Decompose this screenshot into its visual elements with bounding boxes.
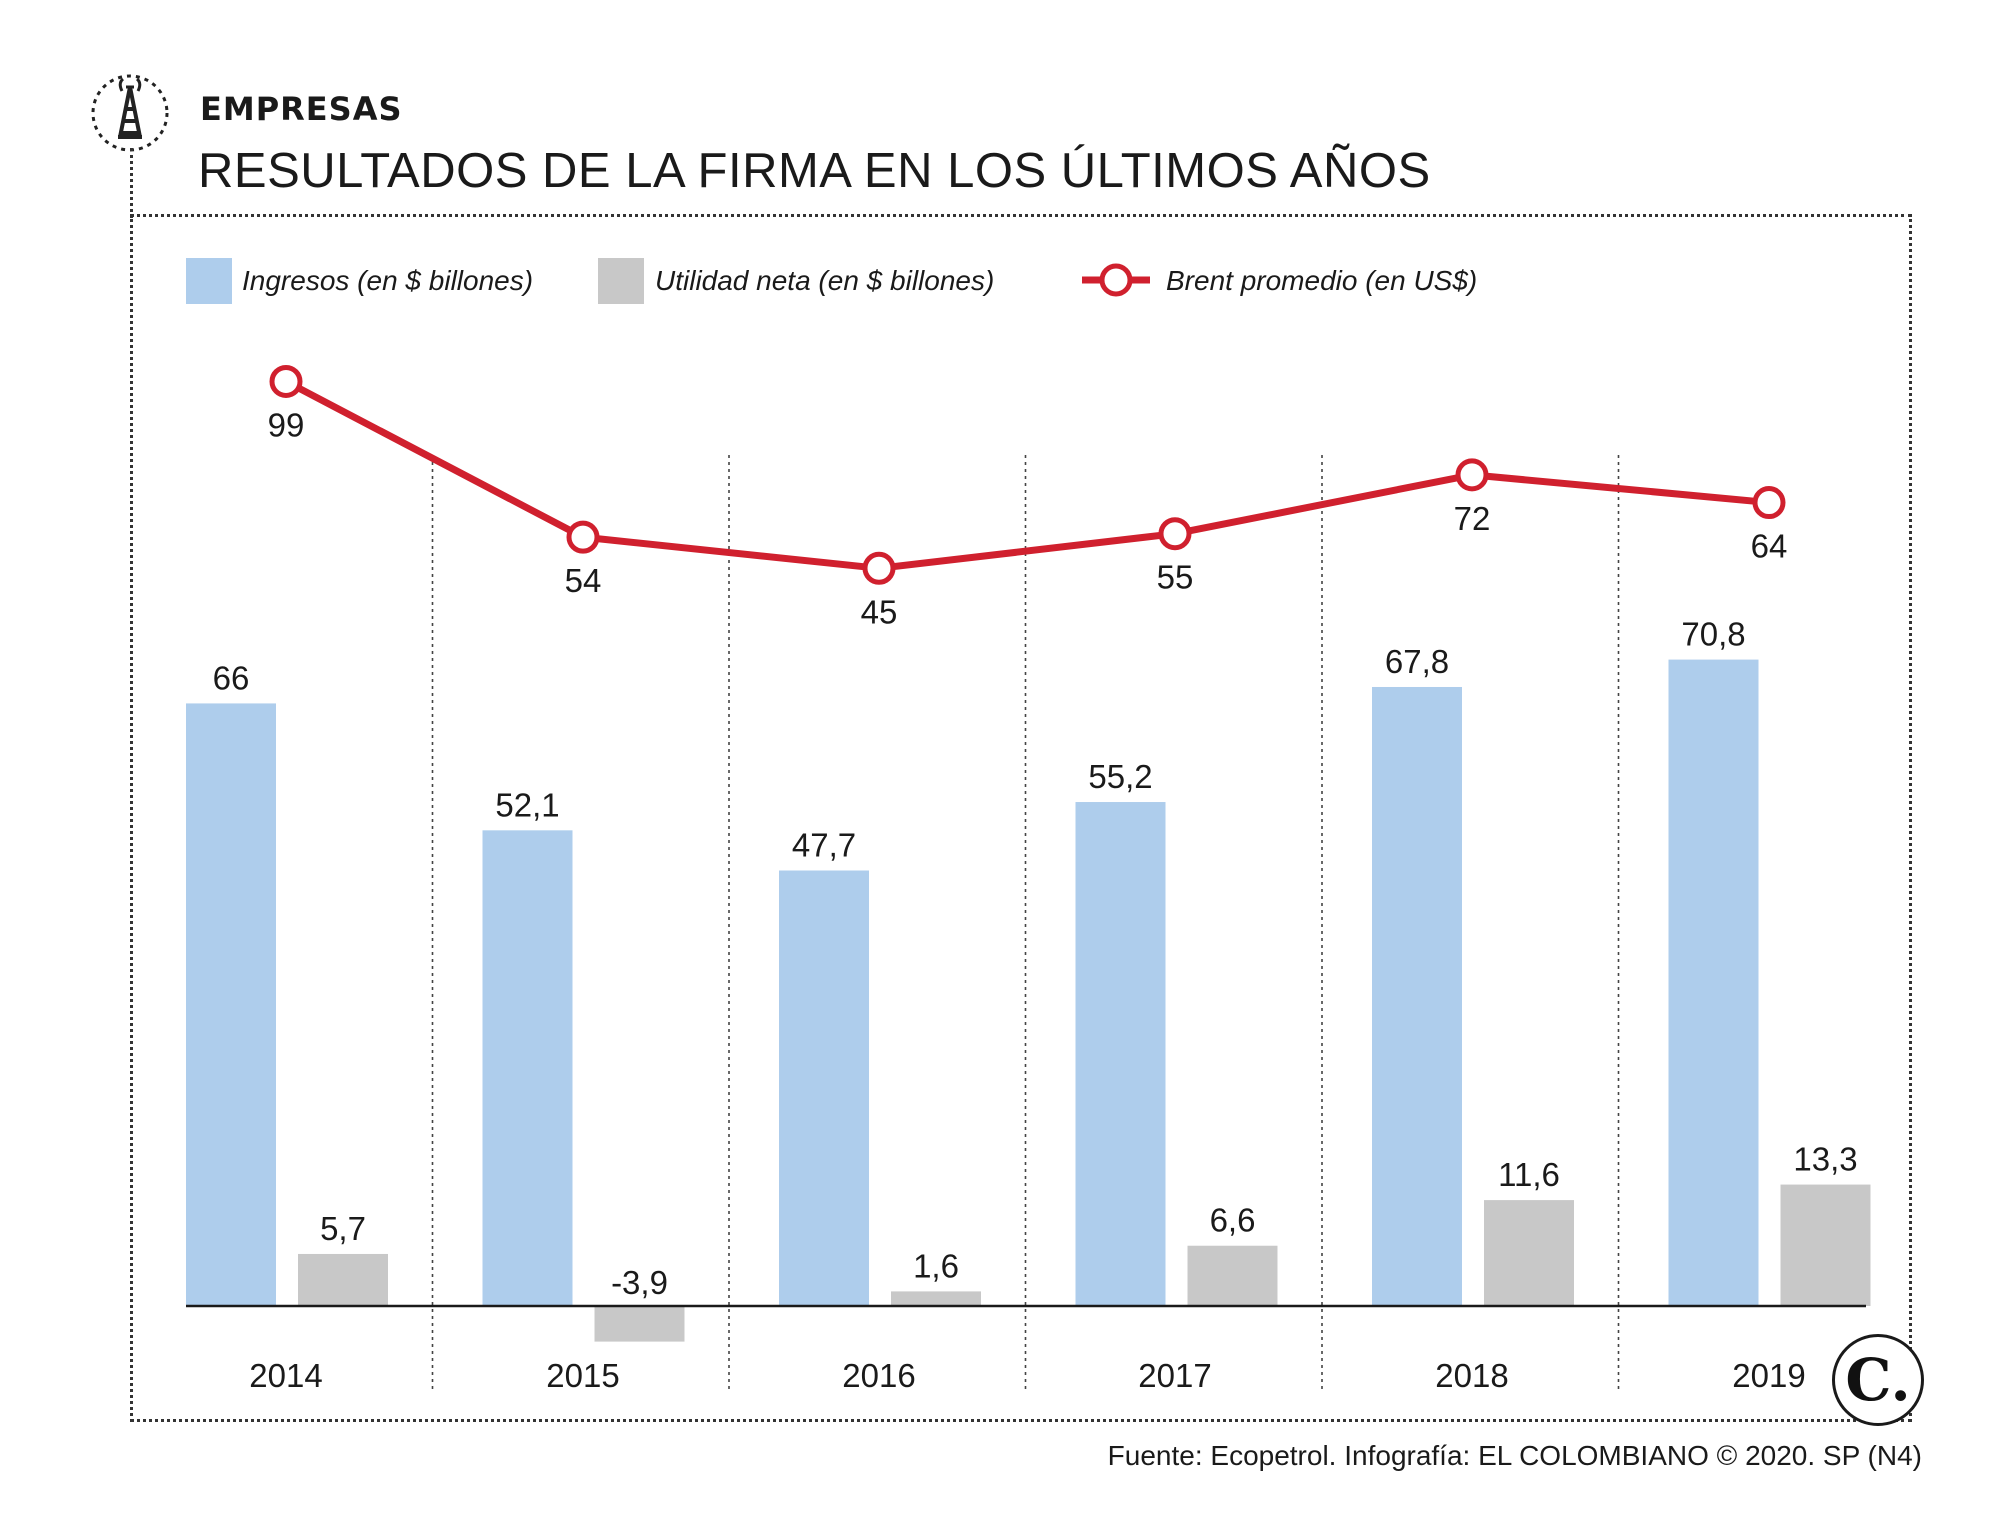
x-tick-label: 2015 [546,1357,619,1394]
brent-point [862,551,896,585]
x-tick-label: 2016 [842,1357,915,1394]
label-brent: 64 [1751,528,1788,565]
bar-utilidad [1484,1200,1574,1306]
section-label: EMPRESAS [200,90,403,128]
brent-point [1455,458,1489,492]
label-ingresos: 55,2 [1088,758,1152,795]
brent-point [269,364,303,398]
bars-layer [186,659,1871,1342]
bar-ingresos [1668,659,1759,1306]
legend-brent-marker [1099,263,1133,297]
chart-title: RESULTADOS DE LA FIRMA EN LOS ÚLTIMOS AÑ… [198,144,1431,198]
label-brent: 55 [1157,559,1194,596]
bar-utilidad [891,1291,981,1306]
x-tick-label: 2014 [249,1357,322,1394]
x-tick-label: 2018 [1435,1357,1508,1394]
label-ingresos: 52,1 [495,786,559,823]
brent-point [566,520,600,554]
bar-ingresos [1372,686,1462,1306]
bar-ingresos [1075,802,1166,1306]
label-utilidad: 5,7 [320,1210,366,1247]
legend-ingresos-swatch [186,258,232,304]
legend-ingresos-label: Ingresos (en $ billones) [242,265,533,296]
connector-line [130,148,133,218]
oil-derrick-icon [91,74,169,152]
x-tick-label: 2019 [1732,1357,1805,1394]
legend: Ingresos (en $ billones) Utilidad neta (… [186,258,1477,304]
bar-utilidad [1780,1184,1871,1306]
bar-utilidad [594,1306,685,1342]
label-utilidad: 11,6 [1498,1156,1560,1193]
label-ingresos: 66 [213,659,250,696]
label-utilidad: 13,3 [1793,1141,1857,1178]
bar-ingresos [186,703,276,1306]
legend-utilidad-swatch [598,258,644,304]
label-utilidad: 1,6 [913,1247,959,1284]
brent-line-layer [269,364,1786,585]
brent-point [1752,486,1786,520]
el-colombiano-logo: C. [1832,1334,1924,1426]
label-utilidad: 6,6 [1210,1202,1256,1239]
label-brent: 45 [861,593,898,630]
legend-brent-label: Brent promedio (en US$) [1166,265,1477,296]
bar-utilidad [298,1253,388,1306]
bar-ingresos [482,830,573,1306]
label-brent: 72 [1454,500,1491,537]
label-ingresos: 47,7 [792,826,856,863]
label-ingresos: 70,8 [1681,616,1745,653]
chart-frame [130,214,1912,1422]
label-brent: 54 [565,562,602,599]
labels-layer: 66 5,7 2014 52,1 -3,9 2015 47,7 1,6 2016 55,2 6,6 2… [213,406,1858,1394]
bar-utilidad [1187,1245,1278,1306]
x-tick-label: 2017 [1138,1357,1211,1394]
brent-point [1158,517,1192,551]
legend-utilidad-label: Utilidad neta (en $ billones) [655,265,994,296]
label-brent: 99 [268,406,305,443]
brent-line [284,378,1770,572]
label-ingresos: 67,8 [1385,643,1449,680]
source-credit: Fuente: Ecopetrol. Infografía: EL COLOMB… [1107,1440,1922,1471]
bar-ingresos [779,870,869,1306]
year-dividers [431,455,1620,1390]
label-utilidad: -3,9 [611,1264,668,1301]
